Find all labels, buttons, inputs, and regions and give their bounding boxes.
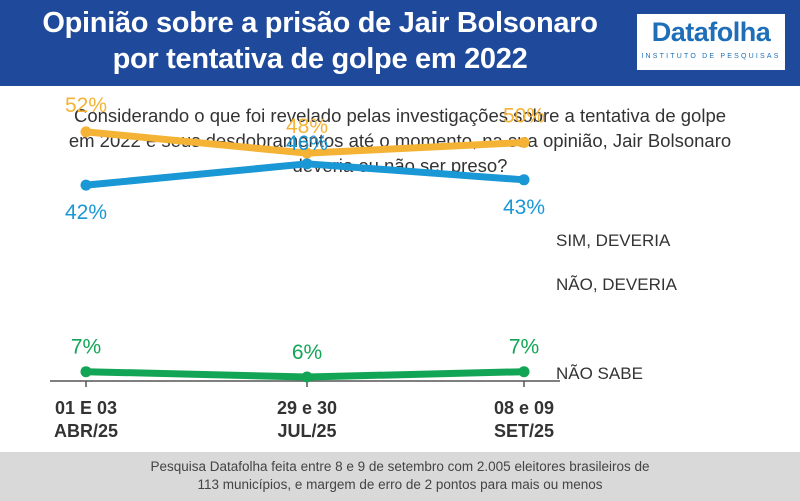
data-point xyxy=(80,126,92,138)
data-label: 48% xyxy=(286,115,328,138)
x-tick-label: 08 e 09 xyxy=(494,398,554,418)
logo-subtitle: INSTITUTO DE PESQUISAS xyxy=(641,53,781,60)
legend-label: NÃO SABE xyxy=(556,364,643,383)
data-label: 50% xyxy=(503,105,545,128)
x-tick-label: 01 E 03 xyxy=(55,398,117,418)
logo-wordmark: Datafolha xyxy=(651,17,771,47)
data-label: 7% xyxy=(509,336,539,359)
data-point xyxy=(80,366,92,378)
footer-bar: Pesquisa Datafolha feita entre 8 e 9 de … xyxy=(0,452,800,501)
data-label: 42% xyxy=(65,201,107,224)
x-tick-label: JUL/25 xyxy=(277,421,336,441)
x-tick-label: SET/25 xyxy=(494,421,554,441)
data-label: 52% xyxy=(65,94,107,117)
legend-label: NÃO, DEVERIA xyxy=(556,275,678,294)
data-point xyxy=(80,179,92,191)
x-tick-label: 29 e 30 xyxy=(277,398,337,418)
data-point xyxy=(518,174,530,186)
data-point xyxy=(301,147,313,159)
header-bar: Opinião sobre a prisão de Jair Bolsonaro… xyxy=(0,0,800,86)
data-label: 46% xyxy=(286,132,328,155)
data-label: 6% xyxy=(292,341,322,364)
footer-note: Pesquisa Datafolha feita entre 8 e 9 de … xyxy=(0,458,800,494)
legend-label: SIM, DEVERIA xyxy=(556,231,671,250)
data-point xyxy=(301,371,313,383)
title-line-2: por tentativa de golpe em 2022 xyxy=(112,43,528,75)
data-point xyxy=(518,137,530,148)
title-line-1: Opinião sobre a prisão de Jair Bolsonaro xyxy=(42,7,598,39)
data-point xyxy=(518,366,530,378)
datafolha-logo: Datafolha INSTITUTO DE PESQUISAS xyxy=(637,14,785,70)
footer-line-1: Pesquisa Datafolha feita entre 8 e 9 de … xyxy=(150,459,650,474)
data-label: 7% xyxy=(71,336,101,359)
page-title: Opinião sobre a prisão de Jair Bolsonaro… xyxy=(0,5,640,77)
line-chart: 01 E 03 ABR/25 29 e 30 JUL/25 08 e 09 SET/25 5… xyxy=(50,94,678,441)
data-label: 43% xyxy=(503,196,545,219)
x-tick-label: ABR/25 xyxy=(54,421,118,441)
footer-line-2: 113 municípios, e margem de erro de 2 po… xyxy=(197,477,603,492)
data-point xyxy=(301,158,313,170)
